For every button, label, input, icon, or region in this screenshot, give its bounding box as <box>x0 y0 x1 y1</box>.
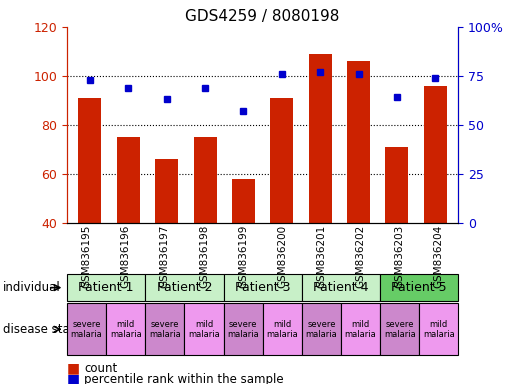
Bar <box>424 86 447 223</box>
Text: ■: ■ <box>67 372 80 384</box>
Text: GSM836195: GSM836195 <box>81 225 92 288</box>
Text: count: count <box>84 362 117 375</box>
Title: GDS4259 / 8080198: GDS4259 / 8080198 <box>185 9 340 24</box>
Text: GSM836202: GSM836202 <box>355 225 366 288</box>
Bar <box>117 137 140 223</box>
Text: GSM836196: GSM836196 <box>121 225 131 288</box>
Text: GSM836197: GSM836197 <box>160 225 170 288</box>
Text: Patient 5: Patient 5 <box>391 281 447 294</box>
Text: mild
malaria: mild malaria <box>345 319 376 339</box>
Bar <box>194 137 217 223</box>
Text: mild
malaria: mild malaria <box>188 319 220 339</box>
Text: ■: ■ <box>67 362 80 376</box>
Text: GSM836200: GSM836200 <box>277 225 287 288</box>
Text: individual: individual <box>3 281 60 294</box>
Text: disease state: disease state <box>3 323 81 336</box>
Bar <box>308 54 332 223</box>
Bar <box>78 98 101 223</box>
Text: severe
malaria: severe malaria <box>71 319 102 339</box>
Text: severe
malaria: severe malaria <box>305 319 337 339</box>
Bar <box>385 147 408 223</box>
Text: mild
malaria: mild malaria <box>110 319 142 339</box>
Text: Patient 1: Patient 1 <box>78 281 134 294</box>
Text: Patient 2: Patient 2 <box>157 281 212 294</box>
Bar <box>232 179 255 223</box>
Text: mild
malaria: mild malaria <box>423 319 455 339</box>
Text: GSM836198: GSM836198 <box>199 225 209 288</box>
Text: percentile rank within the sample: percentile rank within the sample <box>84 372 284 384</box>
Text: Patient 4: Patient 4 <box>313 281 369 294</box>
Text: severe
malaria: severe malaria <box>227 319 259 339</box>
Text: GSM836199: GSM836199 <box>238 225 248 288</box>
Text: GSM836201: GSM836201 <box>316 225 327 288</box>
Text: severe
malaria: severe malaria <box>384 319 416 339</box>
Text: severe
malaria: severe malaria <box>149 319 181 339</box>
Bar <box>270 98 294 223</box>
Text: Patient 3: Patient 3 <box>235 281 290 294</box>
Text: mild
malaria: mild malaria <box>266 319 298 339</box>
Text: GSM836204: GSM836204 <box>434 225 444 288</box>
Bar <box>347 61 370 223</box>
Bar <box>155 159 178 223</box>
Text: GSM836203: GSM836203 <box>394 225 405 288</box>
